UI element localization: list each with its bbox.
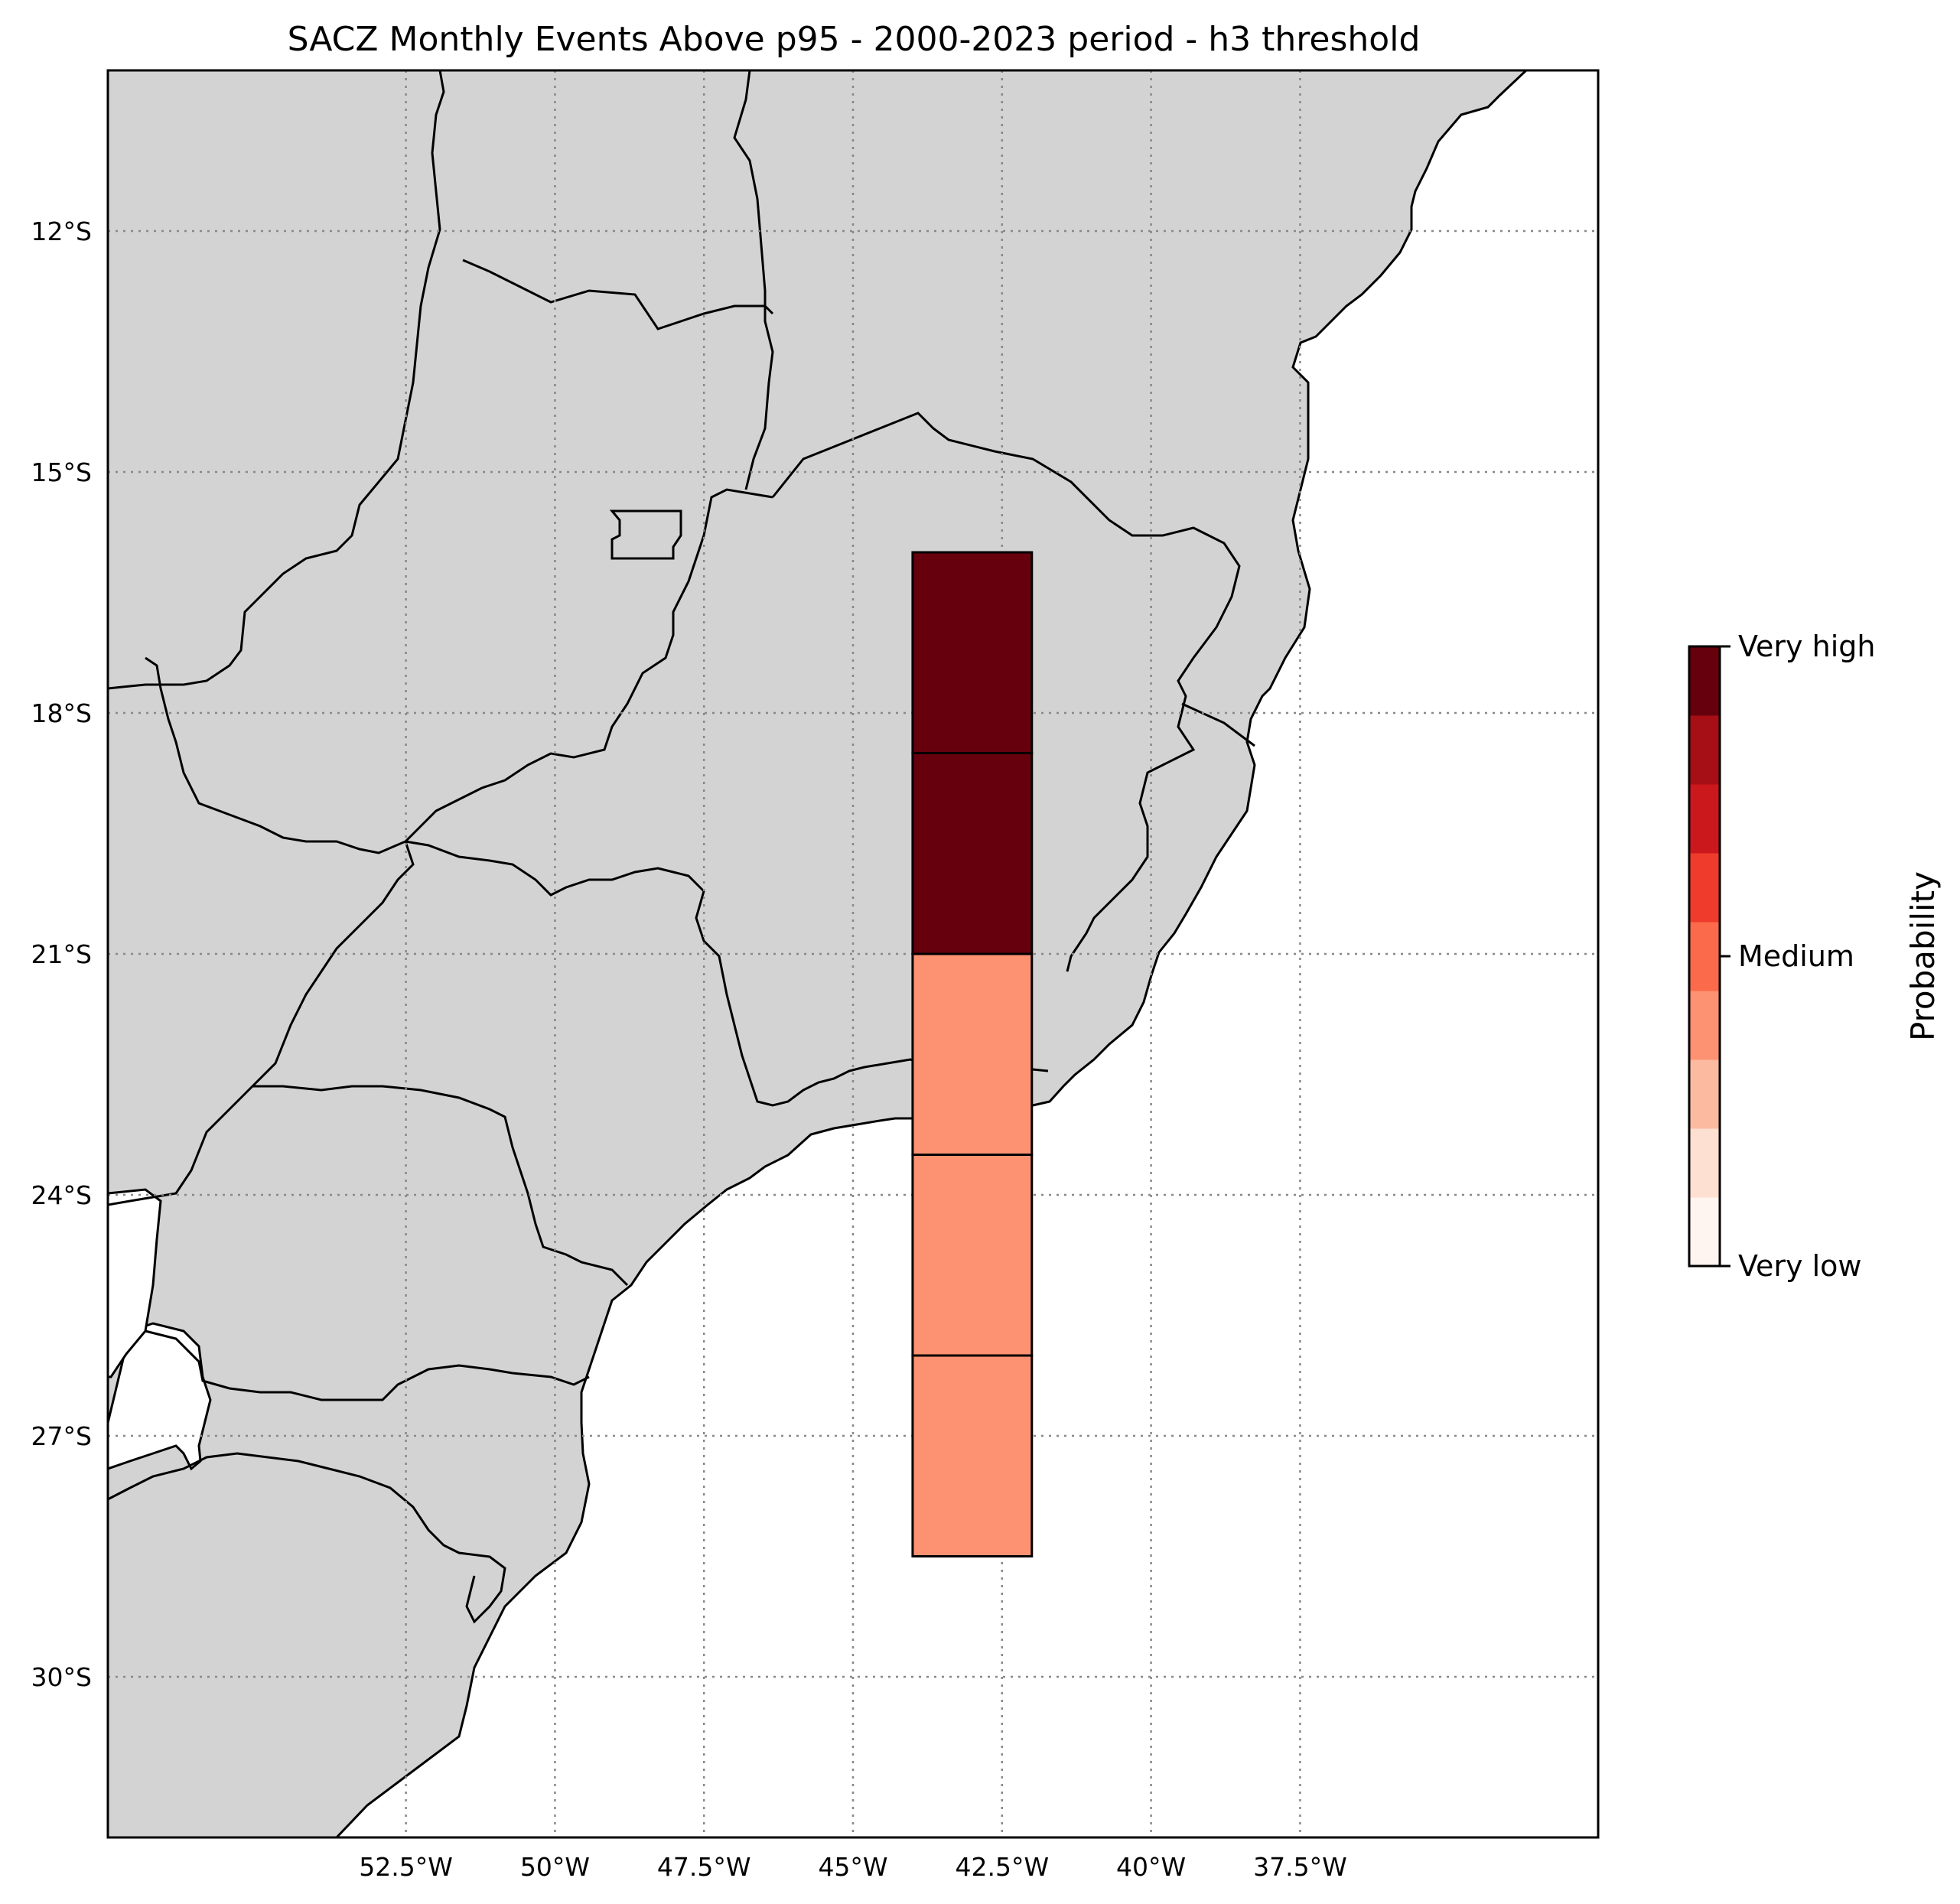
y-tick-label: 21°S	[31, 939, 92, 969]
colorbar-tick-label: Medium	[1738, 939, 1854, 973]
latitude-tick-labels: 12°S 15°S 18°S 21°S 24°S 27°S 30°S	[31, 216, 92, 1692]
map-title: SACZ Monthly Events Above p95 - 2000-202…	[288, 20, 1421, 59]
y-tick-label: 30°S	[31, 1662, 92, 1692]
colorbar: Very low Medium Very high Probability	[1688, 630, 1942, 1283]
colorbar-segment	[1689, 991, 1720, 1060]
probability-cells	[911, 551, 1034, 1557]
x-tick-label: 45°W	[818, 1852, 887, 1882]
colorbar-segment	[1689, 1128, 1720, 1198]
x-tick-label: 50°W	[520, 1852, 590, 1882]
colorbar-segment	[1689, 853, 1720, 923]
probability-cell-1	[911, 551, 1034, 754]
x-tick-label: 52.5°W	[359, 1852, 453, 1882]
y-tick-label: 18°S	[31, 698, 92, 728]
y-tick-label: 15°S	[31, 457, 92, 487]
colorbar-segment	[1689, 715, 1720, 785]
lagoon-water-west	[108, 1188, 162, 1378]
lagoon-water	[108, 1322, 212, 1471]
probability-cell-3	[911, 952, 1034, 1156]
probability-cell-2	[911, 752, 1034, 955]
land-mass	[108, 70, 1529, 1837]
y-tick-label: 12°S	[31, 216, 92, 246]
state-boundaries	[108, 70, 1255, 1624]
colorbar-segment	[1689, 1197, 1720, 1267]
y-tick-label: 27°S	[31, 1421, 92, 1451]
probability-cell-5	[911, 1354, 1034, 1557]
colorbar-segment	[1689, 784, 1720, 854]
x-tick-label: 42.5°W	[955, 1852, 1049, 1882]
y-tick-label: 24°S	[31, 1180, 92, 1210]
x-tick-label: 37.5°W	[1253, 1852, 1347, 1882]
colorbar-tick-label: Very low	[1738, 1249, 1862, 1283]
colorbar-title: Probability	[1904, 871, 1942, 1041]
probability-cell-4	[911, 1154, 1034, 1357]
x-tick-label: 40°W	[1116, 1852, 1186, 1882]
colorbar-tick-label: Very high	[1738, 630, 1875, 663]
map-border	[106, 69, 1600, 1839]
colorbar-segment	[1689, 922, 1720, 991]
colorbar-segment	[1689, 646, 1720, 716]
longitude-tick-labels: 52.5°W 50°W 47.5°W 45°W 42.5°W 40°W 37.5°W	[359, 1852, 1346, 1882]
map-content	[108, 70, 1598, 1837]
colorbar-segment	[1689, 1059, 1720, 1129]
x-tick-label: 47.5°W	[657, 1852, 751, 1882]
